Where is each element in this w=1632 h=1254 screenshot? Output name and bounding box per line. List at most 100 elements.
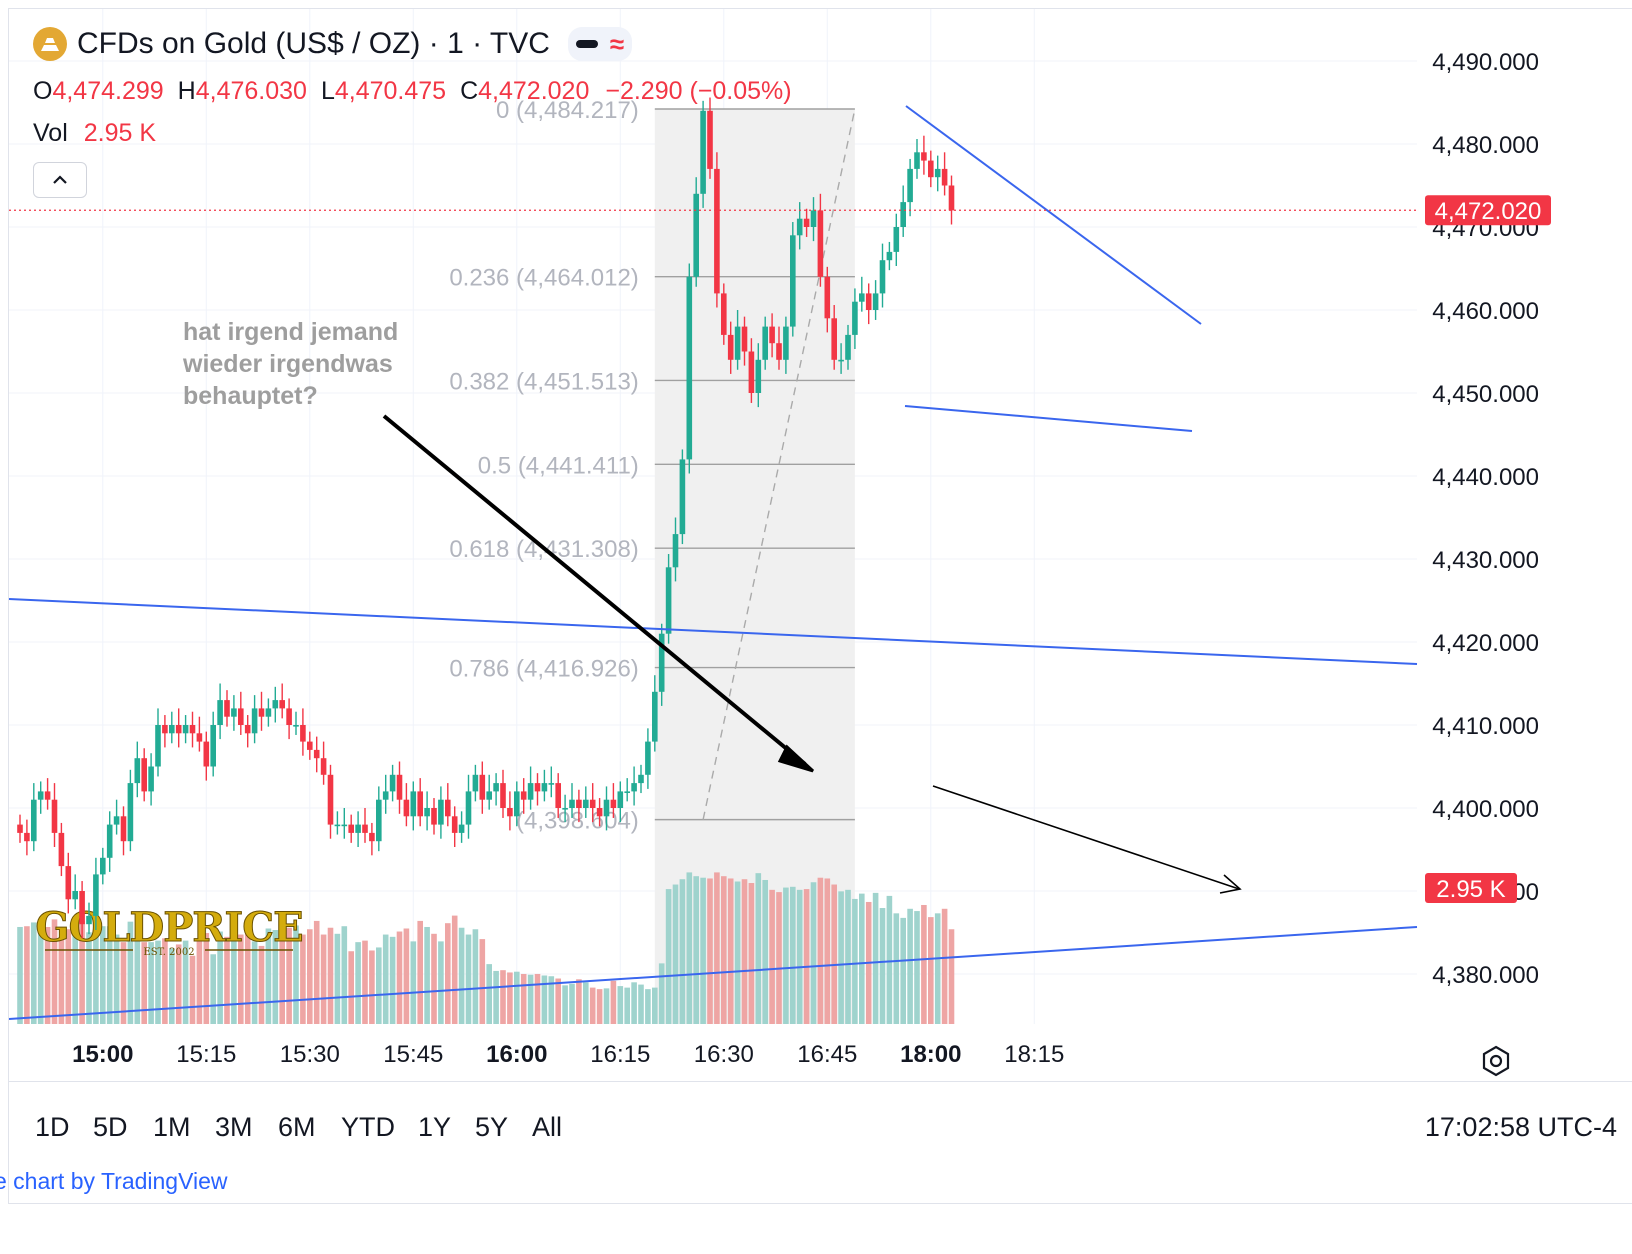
collapse-legend-button[interactable] [33, 162, 87, 198]
time-tick: 16:45 [797, 1041, 857, 1068]
volume-bar [645, 989, 651, 1024]
timezone-clock[interactable]: 17:02:58 UTC-4 [1424, 1112, 1617, 1142]
volume-bar [65, 929, 72, 1024]
volume-bar [93, 922, 99, 1024]
volume-bar [300, 934, 306, 1024]
candle-body [369, 832, 375, 842]
pill-icon [575, 40, 598, 48]
volume-bar [493, 970, 499, 1024]
volume-bar [907, 908, 913, 1024]
range-1m[interactable]: 1M [153, 1112, 191, 1142]
candle-body [196, 733, 203, 742]
trendline-resistance [9, 598, 1418, 665]
candle-body [555, 783, 561, 808]
volume-bar [24, 926, 30, 1024]
candle-body [948, 185, 955, 211]
volume-bar [479, 939, 486, 1024]
range-5y[interactable]: 5Y [475, 1112, 509, 1142]
candle-body [907, 168, 913, 203]
candle-body [100, 857, 106, 875]
volume-bar [86, 932, 92, 1024]
volume-legend: Vol 2.95 K [33, 119, 156, 148]
volume-bar [852, 898, 858, 1024]
annotation-line: wieder irgendwas [182, 350, 393, 378]
candle-body [865, 293, 872, 310]
volume-bar [652, 987, 658, 1024]
range-ytd[interactable]: YTD [341, 1112, 395, 1142]
time-tick: 18:15 [1004, 1041, 1064, 1068]
volume-bar [886, 895, 893, 1024]
candle-body [51, 799, 58, 833]
range-5d[interactable]: 5D [93, 1112, 128, 1142]
volume-bar [320, 934, 327, 1024]
range-all[interactable]: All [532, 1112, 563, 1142]
ohlc-legend: O 4,474.299 H 4,476.030 L 4,470.475 C 4,472.… [33, 77, 792, 106]
candle-body [376, 799, 382, 842]
gold-bars-icon [33, 27, 67, 61]
candle-body [479, 774, 486, 800]
candle-body [362, 824, 368, 833]
volume-bar [562, 985, 568, 1024]
range-6m[interactable]: 6M [278, 1112, 316, 1142]
volume-bar [31, 922, 37, 1024]
volume-bar [217, 931, 223, 1024]
volume-bar [251, 941, 258, 1024]
candle-body [852, 301, 858, 335]
range-3m[interactable]: 3M [215, 1112, 253, 1142]
volume-bar [872, 892, 879, 1024]
candle-body [638, 774, 644, 784]
candle-body [831, 318, 837, 360]
candle-body [410, 791, 417, 817]
last-price-tag-bg [1425, 195, 1551, 226]
volume-bar [148, 942, 154, 1024]
fib-label-0: 0 (4,484.217) [496, 97, 639, 124]
range-1y[interactable]: 1Y [418, 1112, 452, 1142]
volume-bar [355, 942, 361, 1024]
gear-icon[interactable] [1479, 1044, 1513, 1078]
candle-body [810, 210, 817, 227]
volume-bar [458, 927, 465, 1024]
volume-bar [838, 891, 844, 1024]
price-change: −2.290 (−0.05%) [605, 77, 792, 105]
candle-body [79, 891, 85, 925]
volume-bar [451, 915, 458, 1024]
candle-body [320, 758, 327, 775]
candle-body [155, 725, 161, 767]
open-value: 4,474.299 [52, 77, 164, 105]
volume-bar [900, 917, 906, 1024]
candle-body [803, 218, 810, 227]
time-tick: 15:30 [280, 1041, 340, 1068]
candle-body [900, 202, 906, 227]
volume-bar [796, 889, 803, 1024]
symbol-title[interactable]: CFDs on Gold (US$ / OZ) · 1 · TVC [77, 27, 550, 60]
candle-body [934, 168, 941, 178]
indicator-badges[interactable]: ≈ [567, 27, 633, 61]
candle-body [438, 799, 444, 825]
range-1d[interactable]: 1D [35, 1112, 70, 1142]
candle-body [451, 816, 458, 833]
candle-body [514, 791, 520, 817]
tradingview-attribution[interactable]: e chart by TradingView [0, 1168, 228, 1194]
volume-bar [803, 889, 810, 1024]
volume-bar [17, 926, 23, 1024]
price-chart[interactable]: 0 (4,484.217) 0.236 (4,464.012) 0.382 (4,4… [9, 9, 1632, 1081]
high-value: 4,476.030 [195, 77, 307, 105]
volume-bar [859, 893, 865, 1024]
candle-body [700, 110, 706, 194]
candle-body [914, 152, 920, 169]
volume-bar [162, 938, 168, 1024]
candle-body [300, 725, 306, 742]
candle-body [24, 832, 30, 842]
candle-body [148, 766, 154, 792]
volume-bar [527, 974, 534, 1024]
candle-body [72, 891, 78, 900]
date-range-bar: 1D 5D 1M 3M 6M YTD 1Y 5Y All 17:02:58 UT… [9, 1081, 1632, 1172]
candle-body [127, 783, 134, 842]
candle-body [741, 326, 748, 352]
price-tick: 4,480.000 [1432, 132, 1539, 159]
volume-bar [686, 872, 693, 1024]
volume-bar [445, 923, 451, 1024]
candle-body [355, 824, 361, 833]
candle-body [120, 816, 127, 842]
open-key: O [33, 77, 53, 105]
